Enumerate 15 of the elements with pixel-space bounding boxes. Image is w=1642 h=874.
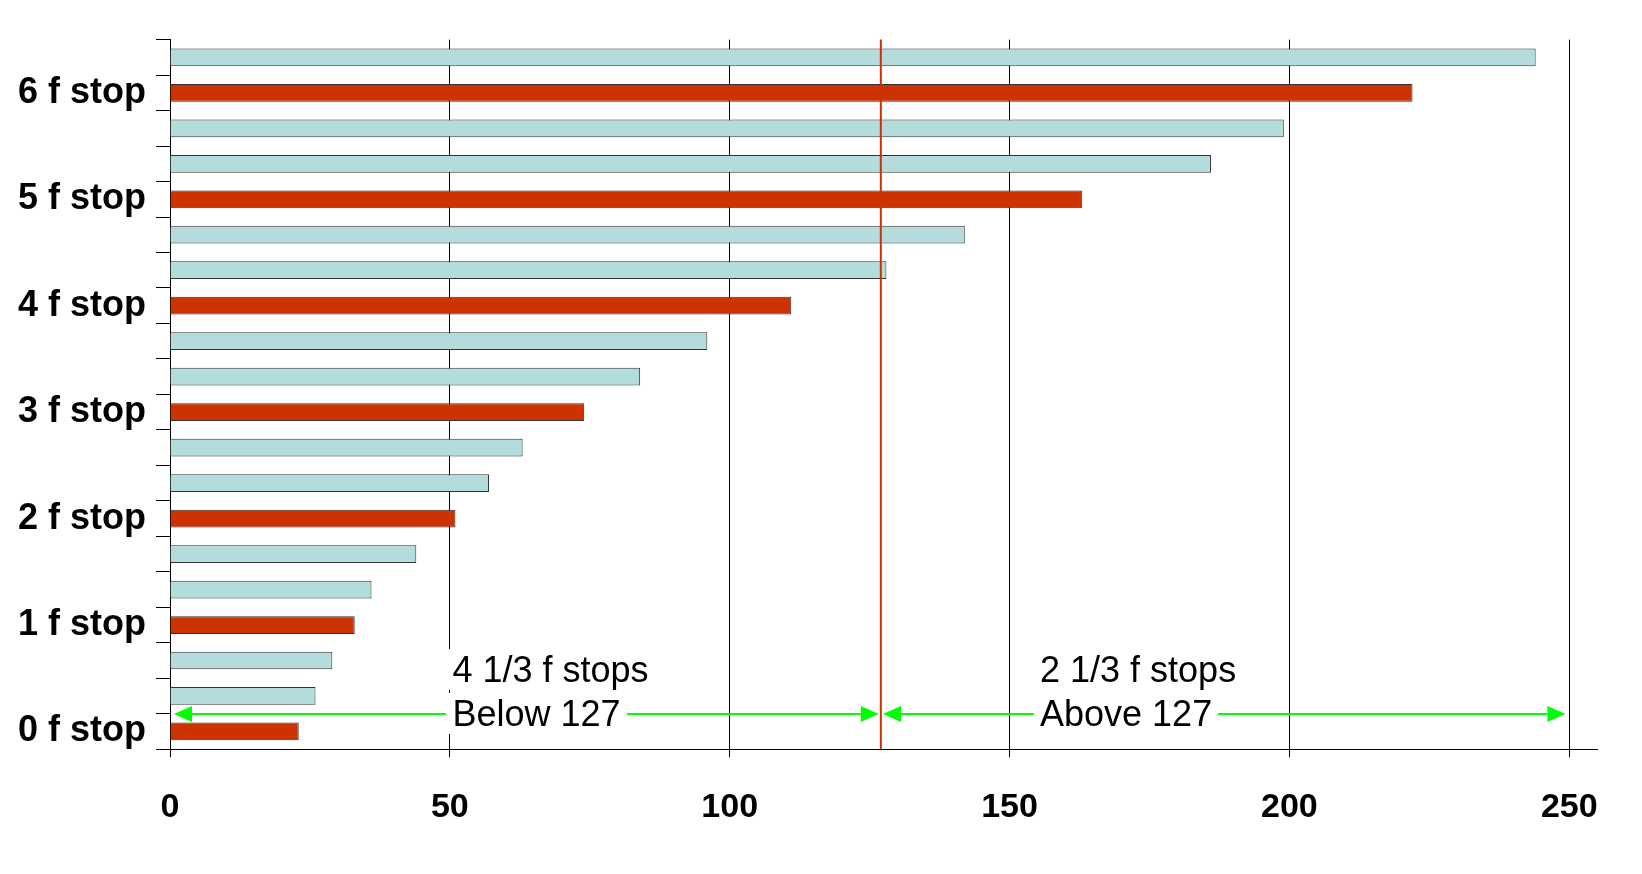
x-tick-label: 0 [160, 785, 180, 824]
x-tick-label: 200 [1261, 785, 1318, 824]
y-tick-label: 2 f stop [17, 495, 146, 537]
y-tick-label: 3 f stop [17, 389, 146, 431]
y-tick-label: 1 f stop [17, 601, 146, 643]
annotation: 4 1/3 f stops Below 127 [451, 648, 650, 734]
y-tick-label: 4 f stop [17, 282, 146, 324]
y-tick-label: 6 f stop [17, 69, 146, 111]
x-tick-label: 100 [701, 785, 759, 824]
x-tick-label: 250 [1540, 785, 1598, 824]
x-tick-label: 150 [981, 785, 1038, 824]
annotation: 2 1/3 f stops Above 127 [1039, 648, 1238, 734]
y-tick-label: 5 f stop [17, 176, 146, 218]
y-tick-label: 0 f stop [17, 708, 146, 750]
x-tick-label: 50 [430, 785, 469, 824]
